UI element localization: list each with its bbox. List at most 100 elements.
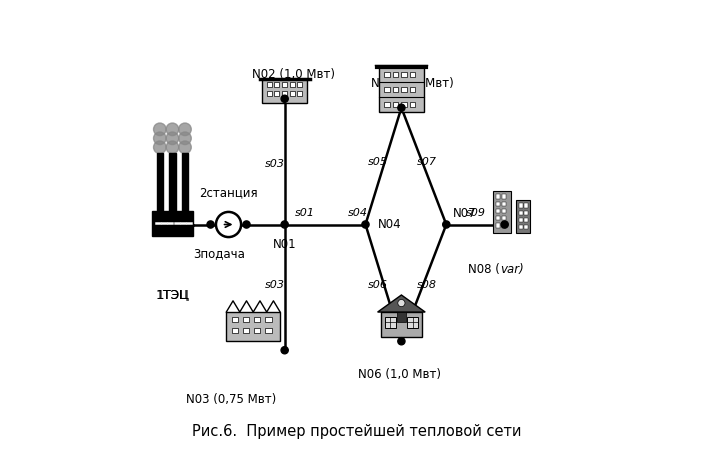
Text: 1ТЭЦ: 1ТЭЦ <box>155 288 190 300</box>
FancyBboxPatch shape <box>262 79 307 103</box>
FancyBboxPatch shape <box>297 82 302 87</box>
Text: s09: s09 <box>466 208 486 218</box>
Text: s03: s03 <box>265 280 284 290</box>
Circle shape <box>398 104 405 111</box>
FancyBboxPatch shape <box>282 91 287 96</box>
Polygon shape <box>378 295 425 312</box>
Circle shape <box>166 132 179 145</box>
Circle shape <box>179 132 191 145</box>
FancyBboxPatch shape <box>297 91 302 96</box>
Text: s06: s06 <box>368 280 388 290</box>
FancyBboxPatch shape <box>254 317 260 322</box>
FancyBboxPatch shape <box>157 153 163 211</box>
FancyBboxPatch shape <box>524 211 528 215</box>
FancyBboxPatch shape <box>410 87 415 92</box>
FancyBboxPatch shape <box>232 317 238 322</box>
Circle shape <box>281 95 288 102</box>
Circle shape <box>398 299 405 307</box>
FancyBboxPatch shape <box>401 87 407 92</box>
FancyBboxPatch shape <box>518 218 523 222</box>
Circle shape <box>153 123 166 136</box>
FancyBboxPatch shape <box>275 82 279 87</box>
FancyBboxPatch shape <box>182 153 188 211</box>
FancyBboxPatch shape <box>410 72 415 77</box>
FancyBboxPatch shape <box>524 225 528 229</box>
Circle shape <box>207 221 214 228</box>
FancyBboxPatch shape <box>501 194 506 199</box>
Text: N01: N01 <box>273 238 297 251</box>
Text: s07: s07 <box>417 157 437 167</box>
Text: Рис.6.  Пример простейшей тепловой сети: Рис.6. Пример простейшей тепловой сети <box>192 423 521 439</box>
FancyBboxPatch shape <box>407 317 418 328</box>
FancyBboxPatch shape <box>381 312 421 337</box>
Circle shape <box>243 221 250 228</box>
Text: 3подача: 3подача <box>194 247 245 260</box>
FancyBboxPatch shape <box>496 216 501 220</box>
FancyBboxPatch shape <box>385 317 396 328</box>
FancyBboxPatch shape <box>493 191 511 233</box>
FancyBboxPatch shape <box>393 102 399 107</box>
FancyBboxPatch shape <box>496 202 501 206</box>
FancyBboxPatch shape <box>265 328 272 333</box>
FancyBboxPatch shape <box>501 216 506 220</box>
Circle shape <box>153 132 166 145</box>
Circle shape <box>501 221 508 228</box>
FancyBboxPatch shape <box>275 91 279 96</box>
Text: 2станция: 2станция <box>199 187 258 199</box>
Text: N08 (: N08 ( <box>468 263 501 276</box>
FancyBboxPatch shape <box>401 102 407 107</box>
Circle shape <box>166 123 179 136</box>
FancyBboxPatch shape <box>524 218 528 222</box>
FancyBboxPatch shape <box>379 67 424 112</box>
FancyBboxPatch shape <box>226 312 280 341</box>
Circle shape <box>216 212 241 237</box>
FancyBboxPatch shape <box>496 223 501 228</box>
FancyBboxPatch shape <box>267 82 272 87</box>
Circle shape <box>281 221 288 228</box>
FancyBboxPatch shape <box>501 209 506 213</box>
Text: N04: N04 <box>378 218 401 231</box>
FancyBboxPatch shape <box>516 200 530 233</box>
Circle shape <box>166 141 179 154</box>
Text: s01: s01 <box>295 208 315 218</box>
FancyBboxPatch shape <box>393 87 399 92</box>
FancyBboxPatch shape <box>384 72 390 77</box>
Text: s03: s03 <box>265 159 284 169</box>
Text: var): var) <box>501 263 524 276</box>
FancyBboxPatch shape <box>410 102 415 107</box>
FancyBboxPatch shape <box>265 317 272 322</box>
Text: N03 (0,75 Мвт): N03 (0,75 Мвт) <box>185 393 276 406</box>
Text: N02 (1,0 Мвт): N02 (1,0 Мвт) <box>252 68 335 80</box>
Text: N05 (0,5 Мвт): N05 (0,5 Мвт) <box>371 77 454 89</box>
FancyBboxPatch shape <box>397 312 406 322</box>
Text: s08: s08 <box>417 280 437 290</box>
Text: N07: N07 <box>453 207 477 220</box>
FancyBboxPatch shape <box>518 203 523 208</box>
FancyBboxPatch shape <box>518 225 523 229</box>
FancyBboxPatch shape <box>384 102 390 107</box>
Text: N06 (1,0 Мвт): N06 (1,0 Мвт) <box>358 369 441 381</box>
Circle shape <box>179 141 191 154</box>
FancyBboxPatch shape <box>496 194 501 199</box>
FancyBboxPatch shape <box>496 209 501 213</box>
FancyBboxPatch shape <box>254 328 260 333</box>
Circle shape <box>443 221 450 228</box>
Circle shape <box>281 347 288 354</box>
FancyBboxPatch shape <box>518 211 523 215</box>
FancyBboxPatch shape <box>401 72 407 77</box>
FancyBboxPatch shape <box>289 91 294 96</box>
FancyBboxPatch shape <box>289 82 294 87</box>
FancyBboxPatch shape <box>232 328 238 333</box>
FancyBboxPatch shape <box>384 87 390 92</box>
FancyBboxPatch shape <box>501 223 506 228</box>
Circle shape <box>362 221 369 228</box>
Circle shape <box>153 141 166 154</box>
Text: 1ТЭЦ: 1ТЭЦ <box>156 288 188 300</box>
Text: s05: s05 <box>368 157 388 167</box>
FancyBboxPatch shape <box>393 72 399 77</box>
Circle shape <box>179 123 191 136</box>
FancyBboxPatch shape <box>267 91 272 96</box>
FancyBboxPatch shape <box>501 202 506 206</box>
Text: s04: s04 <box>347 208 367 218</box>
FancyBboxPatch shape <box>282 82 287 87</box>
